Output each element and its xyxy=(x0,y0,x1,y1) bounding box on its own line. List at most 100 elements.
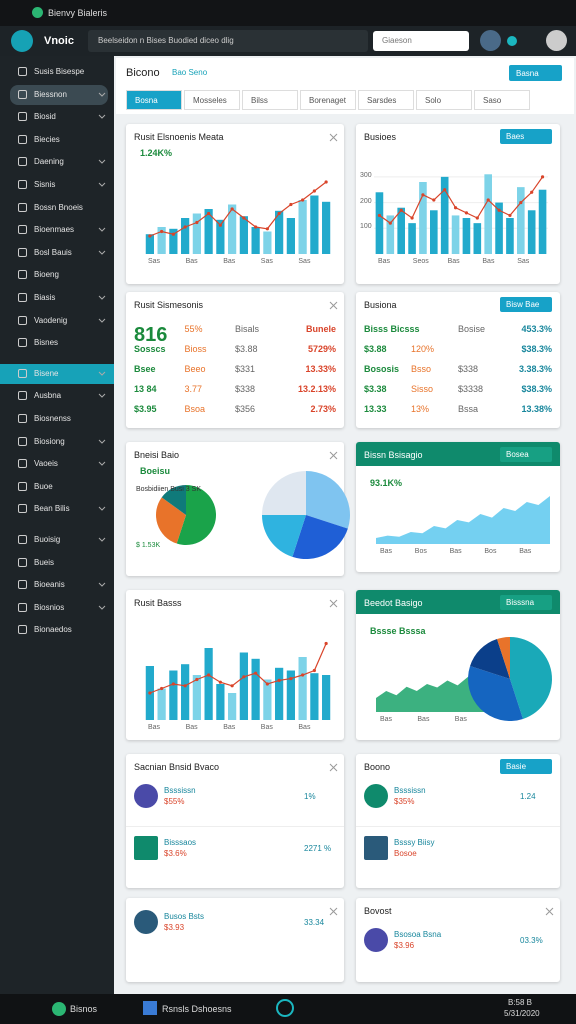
close-icon[interactable] xyxy=(545,907,554,916)
page-title: Bicono xyxy=(126,67,160,79)
search-box[interactable] xyxy=(373,31,469,51)
nav-icon xyxy=(18,504,27,514)
pie xyxy=(156,485,216,545)
x-tick-label: Sas xyxy=(148,258,161,265)
card: Bovost Bsosoa Bsna $3.96 03.3% xyxy=(356,898,560,982)
trend-point xyxy=(464,211,469,215)
item-name: Bisssaos xyxy=(164,838,197,847)
trend-point xyxy=(388,221,392,225)
tab[interactable] xyxy=(126,90,182,110)
close-icon[interactable] xyxy=(329,763,338,772)
avatar[interactable] xyxy=(480,30,501,51)
bar xyxy=(430,210,438,254)
stat-cell: $338 xyxy=(458,364,479,374)
trend-point xyxy=(475,216,479,220)
tab[interactable] xyxy=(474,90,530,110)
tab[interactable] xyxy=(242,90,298,110)
x-tick-label: Bas xyxy=(260,724,273,731)
stat-cell: 13.2.13% xyxy=(297,384,336,394)
trend-point xyxy=(160,229,164,234)
tab[interactable] xyxy=(358,90,414,110)
card-button[interactable] xyxy=(500,759,552,774)
trend-point xyxy=(195,677,199,682)
tab[interactable] xyxy=(184,90,240,110)
bar xyxy=(322,201,331,254)
card-button[interactable] xyxy=(500,297,552,312)
pie-slice xyxy=(262,515,306,557)
bar xyxy=(298,200,307,254)
nav-icon xyxy=(18,270,27,280)
stat-cell: 120% xyxy=(411,344,435,354)
item-extra: 1.24 xyxy=(520,792,536,801)
profile[interactable] xyxy=(546,30,567,51)
chevron xyxy=(98,114,106,119)
pie-slice xyxy=(262,471,306,515)
card-button-label: Bosea xyxy=(506,450,529,459)
chevron-line xyxy=(98,250,106,255)
trend-point xyxy=(183,225,187,229)
nav-item: Bioenmaes xyxy=(34,225,75,235)
stat-cell: $356 xyxy=(235,404,256,414)
bar xyxy=(204,648,213,720)
search-icon[interactable] xyxy=(52,1002,66,1016)
x-tick-label: Bas xyxy=(185,724,198,731)
close-glyph xyxy=(329,451,338,460)
tab[interactable] xyxy=(300,90,356,110)
nav-item: Biasis xyxy=(34,293,56,302)
bar xyxy=(169,670,178,720)
nav-item: Biosid xyxy=(34,112,56,122)
card-button[interactable] xyxy=(500,129,552,144)
item-avatar xyxy=(134,836,158,860)
bar xyxy=(275,210,284,254)
close-icon[interactable] xyxy=(329,301,338,310)
close-icon[interactable] xyxy=(329,599,338,608)
pie-slice xyxy=(497,637,510,679)
trend-point xyxy=(432,198,436,202)
card: Bissn Bsisagio Bosea 93.1K% Bas Bos Bas Bos Bas xyxy=(356,442,560,572)
bar xyxy=(484,174,492,254)
stat-cell: Bsee xyxy=(134,364,156,374)
app-icon[interactable] xyxy=(143,1001,157,1015)
item-avatar xyxy=(364,928,388,952)
close-icon[interactable] xyxy=(329,451,338,460)
tab[interactable] xyxy=(416,90,472,110)
card-button[interactable] xyxy=(500,447,552,462)
card-subtitle: Boeisu xyxy=(140,466,171,476)
item-extra: 2271 % xyxy=(304,844,332,853)
nav-item: Buoisig xyxy=(34,535,61,544)
bar xyxy=(169,228,178,254)
tab-label: Sarsdes xyxy=(367,96,397,105)
stat-cell: Bisss Bicsss xyxy=(364,324,420,334)
trend-point xyxy=(301,198,305,202)
close-icon[interactable] xyxy=(329,133,338,142)
y-tick-label: 300 xyxy=(360,171,372,179)
stat-cell: 13.33% xyxy=(305,364,336,374)
x-tick-label: Bas xyxy=(447,258,460,265)
app-icon[interactable] xyxy=(276,999,294,1017)
trend-point xyxy=(230,207,234,211)
bar xyxy=(204,209,213,254)
trend-point xyxy=(519,200,523,205)
chevron-line xyxy=(98,461,106,466)
chevron xyxy=(98,507,106,512)
tab-label: Bosna xyxy=(135,96,158,105)
x-tick-label: Bos xyxy=(414,548,427,555)
bar xyxy=(375,192,384,254)
card-title: Rusit Basss xyxy=(134,598,182,608)
nav-item: Biosiong xyxy=(34,436,65,446)
chevron-line xyxy=(98,114,106,119)
bar xyxy=(386,215,395,254)
card-subtitle: 1.24K% xyxy=(140,148,173,158)
close-icon[interactable] xyxy=(329,907,338,916)
item-name: Bsssissn xyxy=(394,786,426,795)
trend-point xyxy=(421,193,425,197)
chevron-line xyxy=(98,507,106,512)
x-tick-label: Bas xyxy=(482,258,495,265)
card-button[interactable] xyxy=(500,595,552,610)
primary-button[interactable] xyxy=(509,65,562,81)
bar xyxy=(517,187,525,254)
bar xyxy=(275,667,284,720)
trend-line xyxy=(149,643,327,694)
x-tick-label: Sas xyxy=(517,258,530,265)
stat-cell: $3338 xyxy=(458,384,484,394)
